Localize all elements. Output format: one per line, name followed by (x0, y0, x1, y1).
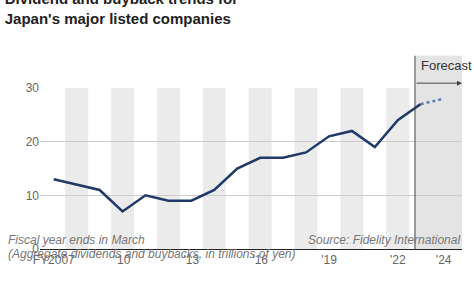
svg-text:10: 10 (26, 189, 40, 203)
svg-text:'16: '16 (252, 253, 268, 267)
svg-text:Forecast: Forecast (421, 58, 472, 73)
svg-text:Source: Fidelity International: Source: Fidelity International (308, 233, 460, 247)
svg-text:'13: '13 (184, 253, 200, 267)
svg-text:0: 0 (32, 242, 39, 256)
svg-text:'19: '19 (321, 253, 337, 267)
svg-text:'10: '10 (115, 253, 131, 267)
svg-text:'24: '24 (436, 253, 452, 267)
svg-text:Dividend and buyback trends fo: Dividend and buyback trends forJapan's m… (5, 0, 239, 27)
svg-text:30: 30 (26, 81, 40, 95)
svg-text:FY2007: FY2007 (33, 253, 75, 267)
svg-text:Fiscal year ends in March: Fiscal year ends in March (8, 233, 145, 247)
svg-text:20: 20 (26, 135, 40, 149)
svg-text:(Aggregate dividends and buyba: (Aggregate dividends and buybacks, in tr… (8, 247, 296, 261)
svg-text:'22: '22 (390, 253, 406, 267)
